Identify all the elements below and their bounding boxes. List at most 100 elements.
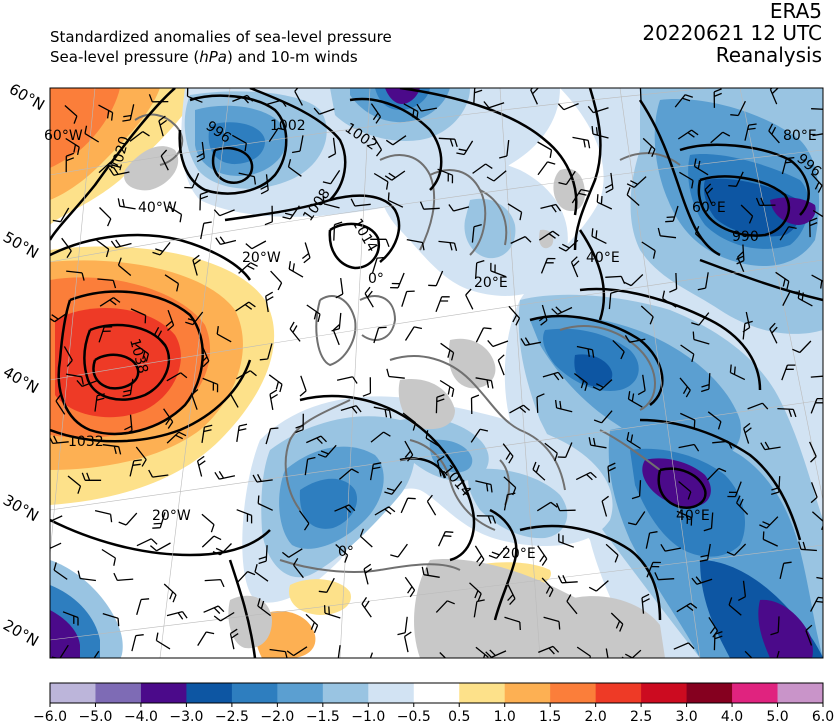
wind-barb [744,650,753,658]
wind-barb [164,274,180,292]
colorbar-bin [277,683,324,703]
wind-barb [587,105,609,114]
wind-barb [770,616,780,636]
wind-barb [152,241,171,256]
wind-barb [779,561,792,580]
wind-barb [811,108,823,110]
wind-barb [557,575,578,584]
wind-barb [61,237,72,259]
colorbar-bin [595,683,642,703]
wind-barb [697,272,709,291]
wind-barb [703,512,714,532]
wind-barb [167,205,183,223]
wind-barb [385,135,407,146]
wind-barb [65,373,84,385]
wind-barb [693,158,709,176]
lon-label-40w: 40°W [138,200,177,216]
wind-barb [626,176,647,188]
wind-barb [476,515,497,524]
wind-barb [135,343,150,362]
wind-barb [538,304,548,326]
wind-barb [624,335,646,343]
wind-barb [769,322,778,344]
lat-label-40n: 40°N [0,363,42,397]
wind-barb [299,375,307,397]
wind-barb [403,103,419,120]
wind-barb [402,412,417,431]
wind-barb [212,543,232,556]
wind-barb [364,286,374,308]
wind-barb [117,257,132,276]
wind-barb [536,501,558,512]
wind-barb [328,137,337,159]
colorbar-tick-label: 2.5 [630,709,652,724]
wind-barb [488,545,508,559]
wind-barb [557,102,579,111]
wind-barb [108,167,130,176]
wind-barb [101,548,117,566]
wind-barb [229,386,239,408]
wind-barb [322,195,340,209]
wind-barb [448,204,470,212]
wind-barb [538,645,560,655]
wind-barb [596,194,613,210]
wind-barb [428,270,444,287]
wind-barb [588,580,609,592]
wind-barb [483,101,505,109]
wind-barb [94,393,105,412]
wind-barb [775,271,790,290]
wind-barb [397,616,408,636]
wind-barb [165,309,175,331]
wind-barb [289,321,301,342]
wind-barb [537,545,548,566]
wind-barb [406,238,425,251]
lon-label-40e-south: 40°E [676,508,710,524]
wind-barb [811,274,823,289]
lat-label-20n: 20°N [0,616,42,650]
wind-barb [404,326,423,341]
wind-barb [201,513,215,533]
wind-barb [84,125,100,143]
colorbar-tick-label: 6.0 [812,709,834,724]
wind-barb [713,88,722,108]
wind-barb [699,543,711,562]
wind-barb [678,443,700,452]
wind-barb [371,256,386,274]
wind-barb [387,192,404,208]
wind-barb [332,324,340,346]
wind-barb [372,135,383,157]
wind-barb [254,564,269,582]
wind-barb [591,126,609,139]
colorbar-bin [50,683,96,703]
wind-barb [362,377,372,397]
wind-barb [809,441,817,463]
wind-barb [374,506,396,516]
wind-barb [370,238,390,248]
wind-barb [425,430,441,448]
lon-label-60e: 60°E [692,200,726,216]
wind-barb [543,616,561,630]
wind-barb [203,605,225,614]
wind-barb [55,394,66,415]
wind-barb [473,599,485,618]
wind-barb [149,542,171,552]
wind-barb [781,156,795,175]
wind-barb [470,394,480,415]
wind-barb [691,576,713,585]
wind-barb [370,103,382,124]
wind-barb [199,191,209,211]
wind-barb [245,240,267,250]
wind-barb [323,605,341,619]
wind-barb [231,134,247,152]
wind-barb [215,236,237,246]
wind-barb [373,326,387,344]
wind-barb [810,482,818,504]
wind-barb [386,368,405,379]
lon-label-0-north: 0° [368,271,384,287]
colorbar-tick-label: 1.5 [539,709,561,724]
wind-barb [122,378,134,397]
wind-barb [810,173,823,193]
wind-barb [608,290,619,310]
wind-barb [809,217,818,238]
wind-barb [135,446,147,467]
